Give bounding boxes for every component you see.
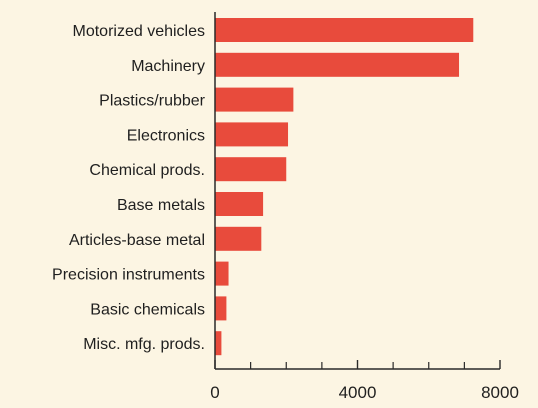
bar-8 [215, 296, 227, 321]
category-label: Motorized vehicles [73, 23, 206, 40]
category-label: Base metals [117, 197, 205, 214]
category-label: Machinery [131, 58, 205, 75]
category-label: Electronics [127, 127, 205, 144]
category-label: Basic chemicals [90, 301, 205, 318]
bar-0 [215, 18, 474, 42]
category-label: Articles-base metal [69, 232, 205, 249]
bar-4 [215, 157, 287, 182]
bar-7 [215, 261, 229, 286]
bar-6 [215, 226, 262, 251]
bar-9 [215, 331, 222, 356]
bar-1 [215, 52, 460, 77]
bar-3 [215, 122, 289, 147]
bar-5 [215, 192, 264, 216]
bar-2 [215, 87, 294, 112]
x-tick-label: 4000 [339, 383, 377, 402]
category-labels: Motorized vehicles Machinery Plastics/rubb… [52, 23, 206, 353]
category-label: Plastics/rubber [99, 93, 205, 110]
category-label: Misc. mfg. prods. [83, 336, 205, 353]
category-label: Chemical prods. [89, 162, 205, 179]
x-tick-label: 0 [210, 383, 219, 402]
x-tick-label: 8000 [481, 383, 519, 402]
category-label: Precision instruments [52, 267, 205, 284]
bars-layer [215, 18, 474, 356]
axes: 0 4000 8000 [210, 12, 519, 402]
